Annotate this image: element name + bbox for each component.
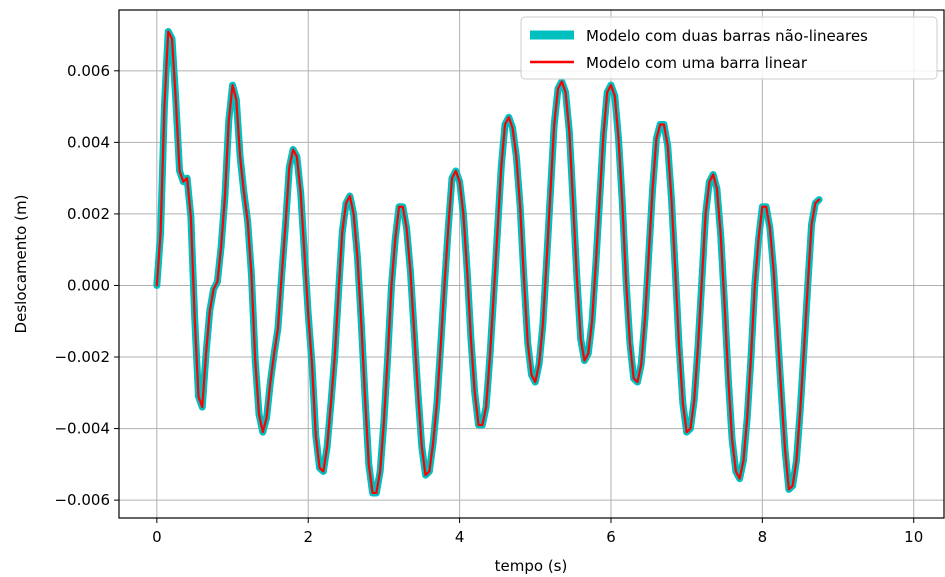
legend-label-two-bar-model: Modelo com duas barras não-lineares <box>586 27 868 45</box>
y-tick-label: −0.004 <box>54 420 110 438</box>
y-tick-label: −0.006 <box>54 491 110 509</box>
x-tick-label: 2 <box>303 528 313 546</box>
y-tick-label: 0.002 <box>67 205 110 223</box>
x-tick-label: 8 <box>758 528 768 546</box>
x-tick-label: 6 <box>606 528 616 546</box>
y-tick-label: 0.000 <box>67 276 110 294</box>
y-axis-label: Deslocamento (m) <box>12 195 30 334</box>
x-axis-label: tempo (s) <box>495 557 568 575</box>
plot-frame <box>118 9 945 519</box>
axis-ticks: 0 2 4 6 8 10 −0.006 −0.004 −0.002 0.000 0.002 0.004… <box>54 62 923 546</box>
series-layer <box>153 27 823 497</box>
x-tick-label: 10 <box>904 528 923 546</box>
x-tick-label: 0 <box>152 528 162 546</box>
y-tick-label: 0.006 <box>67 62 110 80</box>
legend-box <box>520 16 938 80</box>
legend: Modelo com duas barras não-lineares Mode… <box>520 16 938 80</box>
y-tick-label: −0.002 <box>54 348 110 366</box>
series-line-one-bar-model <box>155 30 821 495</box>
x-tick-label: 4 <box>455 528 465 546</box>
legend-label-one-bar-model: Modelo com uma barra linear <box>586 54 808 72</box>
y-tick-label: 0.004 <box>67 133 110 151</box>
